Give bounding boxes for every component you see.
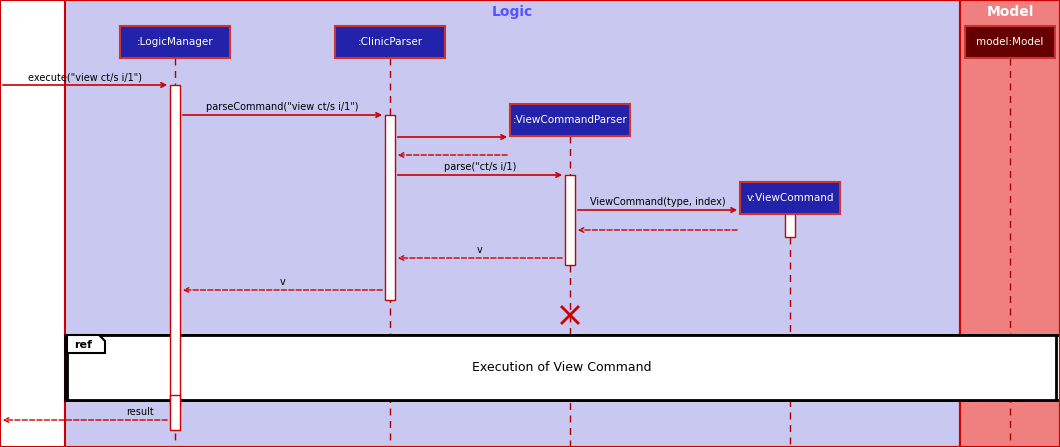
Text: model:Model: model:Model xyxy=(976,37,1044,47)
Text: Execution of View Command: Execution of View Command xyxy=(472,361,651,374)
Text: ViewCommand(type, index): ViewCommand(type, index) xyxy=(589,197,725,207)
Text: :ViewCommandParser: :ViewCommandParser xyxy=(513,115,628,125)
Text: v: v xyxy=(280,277,285,287)
Text: result: result xyxy=(126,407,154,417)
Text: parse("ct/s i/1): parse("ct/s i/1) xyxy=(444,162,516,172)
Bar xyxy=(785,210,795,237)
Bar xyxy=(65,0,960,447)
Bar xyxy=(965,26,1055,58)
Bar xyxy=(67,335,1056,400)
Bar xyxy=(510,104,630,136)
Text: ref: ref xyxy=(74,340,92,350)
Text: Logic: Logic xyxy=(492,5,533,19)
Bar xyxy=(335,26,445,58)
Bar xyxy=(65,335,1060,400)
Text: Model: Model xyxy=(986,5,1034,19)
Bar xyxy=(120,26,230,58)
Bar xyxy=(960,0,1060,447)
Bar xyxy=(170,395,180,430)
Bar xyxy=(740,182,840,214)
Text: v: v xyxy=(477,245,483,255)
Text: :LogicManager: :LogicManager xyxy=(137,37,213,47)
Text: execute("view ct/s i/1"): execute("view ct/s i/1") xyxy=(28,72,142,82)
Text: :ClinicParser: :ClinicParser xyxy=(357,37,423,47)
Bar xyxy=(170,85,180,405)
Bar xyxy=(565,175,575,265)
Polygon shape xyxy=(67,335,105,353)
Text: parseCommand("view ct/s i/1"): parseCommand("view ct/s i/1") xyxy=(207,102,358,112)
Text: v:ViewCommand: v:ViewCommand xyxy=(746,193,834,203)
Bar xyxy=(385,115,395,300)
